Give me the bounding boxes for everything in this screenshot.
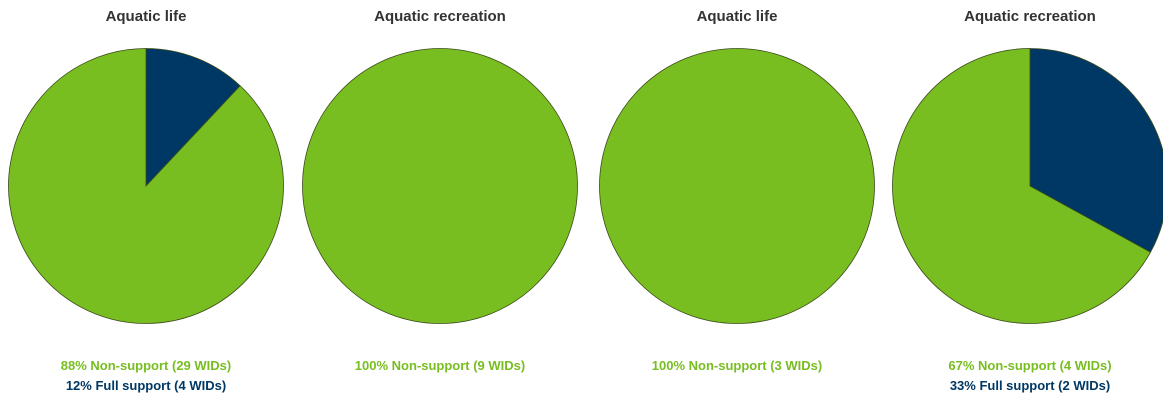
pie-chart-aquatic-recreation-2 [892,48,1163,324]
slice-label-non-support: 100% Non-support (3 WIDs) [651,358,823,373]
chart-title: Aquatic life [696,8,778,25]
chart-title: Aquatic life [105,8,187,25]
pie-chart-aquatic-recreation-1 [302,48,578,324]
slice-labels: 100% Non-support (3 WIDs) [598,356,876,376]
chart-panel-3: Aquatic life 100% Non-support (3 WIDs) [598,0,876,395]
chart-panel-1: Aquatic life 88% Non-support (29 WIDs) 1… [7,0,285,395]
pie-slice-non-support [599,48,875,324]
pie-slice-full-support [1029,48,1163,253]
chart-panel-2: Aquatic recreation 100% Non-support (9 W… [301,0,579,395]
slice-labels: 100% Non-support (9 WIDs) [301,356,579,376]
chart-title: Aquatic recreation [374,8,506,25]
pie-slice-non-support [8,48,284,324]
slice-label-full-support: 33% Full support (2 WIDs) [949,378,1111,393]
slice-labels: 88% Non-support (29 WIDs) 12% Full suppo… [7,356,285,396]
slice-labels: 67% Non-support (4 WIDs) 33% Full suppor… [891,356,1163,396]
chart-title: Aquatic recreation [964,8,1096,25]
slice-label-non-support: 88% Non-support (29 WIDs) [60,358,232,373]
pie-slice-non-support [302,48,578,324]
slice-label-full-support: 12% Full support (4 WIDs) [65,378,227,393]
pie-slice-full-support [145,48,241,188]
chart-panel-4: Aquatic recreation 67% Non-support (4 WI… [891,0,1163,395]
slice-label-non-support: 67% Non-support (4 WIDs) [948,358,1112,373]
pie-chart-aquatic-life-1 [8,48,284,324]
slice-label-non-support: 100% Non-support (9 WIDs) [354,358,526,373]
pie-chart-aquatic-life-2 [599,48,875,324]
pie-slice-non-support [892,48,1152,324]
